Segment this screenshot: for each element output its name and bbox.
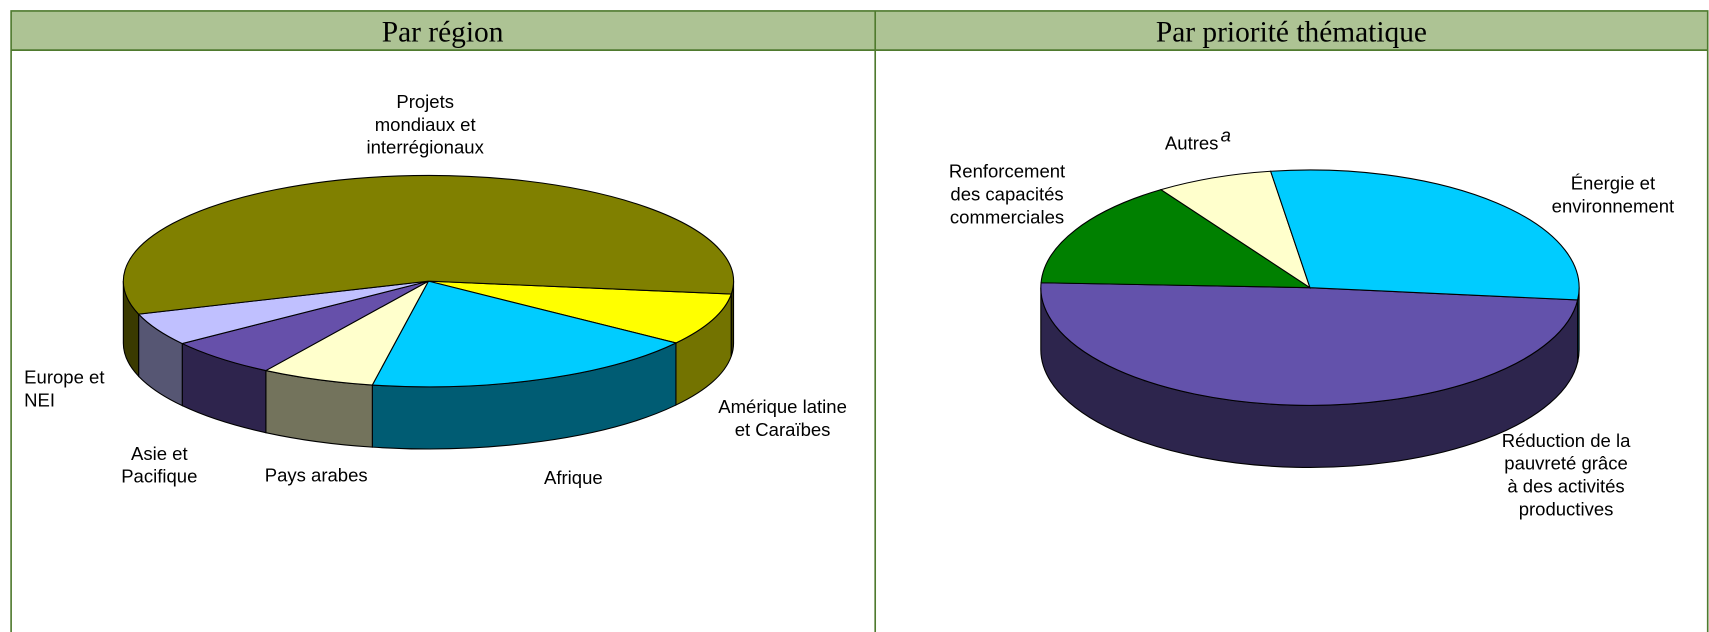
label-line: mondiaux et xyxy=(375,114,477,135)
pie-slice xyxy=(1040,189,1312,289)
label-line: Europe et xyxy=(24,367,105,388)
slice-label: Amérique latine et Caraïbes xyxy=(718,396,847,440)
slice-label: Autres xyxy=(1165,132,1219,153)
label-line: pauvreté grâce xyxy=(1504,453,1628,474)
slice-label: Énergie et environnement xyxy=(1552,173,1675,217)
label-line: NEI xyxy=(24,389,55,410)
label-line: à des activités xyxy=(1507,476,1624,497)
footnote-mark: a xyxy=(1221,125,1231,146)
slice-label: Asie et Pacifique xyxy=(121,443,197,487)
table-border xyxy=(10,10,1709,632)
pie-slice xyxy=(371,280,678,388)
label-line: et Caraïbes xyxy=(735,419,831,440)
label-line: productives xyxy=(1519,498,1614,519)
label-line: Pacifique xyxy=(121,466,197,487)
slice-label: Réduction de la pauvreté grâce à des activ… xyxy=(1502,430,1631,520)
slice-label: Pays arabes xyxy=(265,465,368,486)
label-line: interrégionaux xyxy=(367,137,485,158)
label-line: Renforcement xyxy=(949,161,1066,182)
label-line: Projets xyxy=(396,91,454,112)
label-line: Réduction de la xyxy=(1502,430,1631,451)
header-title: Par priorité thématique xyxy=(1156,16,1427,48)
label-line: commerciales xyxy=(950,206,1064,227)
slice-label: Projets mondiaux et interrégionaux xyxy=(367,91,485,158)
pie-slice xyxy=(428,280,733,344)
slice-label: Afrique xyxy=(544,467,603,488)
header-title: Par région xyxy=(382,16,504,48)
pie-slice xyxy=(1159,170,1311,289)
label-line: Énergie et xyxy=(1571,173,1656,194)
slice-label: Europe et NEI xyxy=(24,367,105,411)
label-line: Amérique latine xyxy=(718,396,847,417)
slice-label: Renforcement des capacités commerciales xyxy=(949,161,1066,228)
pie-slice xyxy=(1269,169,1580,301)
pie-slice xyxy=(1040,282,1579,406)
label-line: environnement xyxy=(1552,195,1675,216)
label-line: des capacités xyxy=(950,183,1063,204)
pie-slice xyxy=(122,174,735,315)
header-band xyxy=(11,10,1708,51)
label-line: Asie et xyxy=(131,443,188,464)
